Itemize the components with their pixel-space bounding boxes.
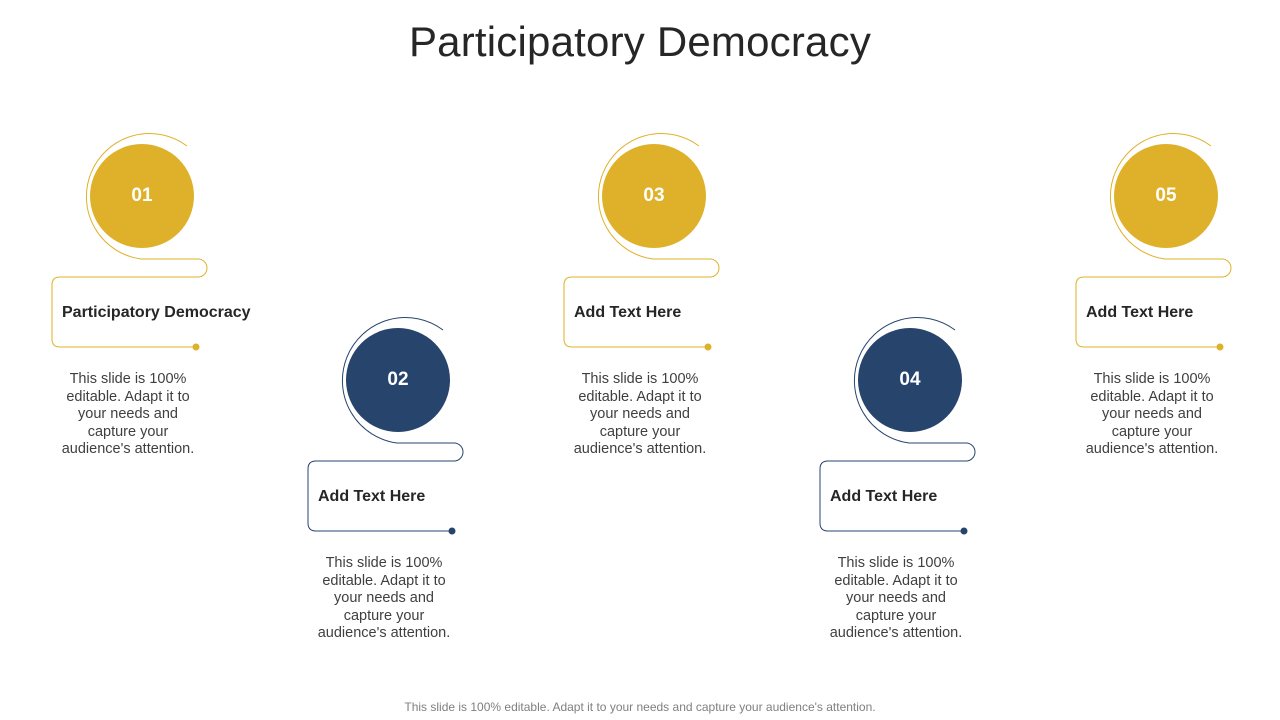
step-3-heading: Add Text Here bbox=[574, 304, 682, 321]
step-5-heading: Add Text Here bbox=[1086, 304, 1194, 321]
step-1-description: This slide is 100% editable. Adapt it to… bbox=[61, 371, 195, 457]
step-2-heading: Add Text Here bbox=[318, 488, 426, 505]
page-title: Participatory Democracy bbox=[408, 18, 872, 65]
step-2-connector bbox=[307, 317, 464, 535]
step-3-description: This slide is 100% editable. Adapt it to… bbox=[573, 371, 707, 457]
step-4-description: This slide is 100% editable. Adapt it to… bbox=[829, 555, 963, 641]
step-5-number-circle: 05 bbox=[1114, 144, 1218, 248]
step-4-connector bbox=[819, 317, 976, 535]
step-4-number-circle: 04 bbox=[858, 328, 962, 432]
footer-note: This slide is 100% editable. Adapt it to… bbox=[404, 700, 876, 714]
step-5-connector bbox=[1075, 133, 1232, 351]
step-1-number-circle: 01 bbox=[90, 144, 194, 248]
step-5-description: This slide is 100% editable. Adapt it to… bbox=[1085, 371, 1219, 457]
step-2-number-circle: 02 bbox=[346, 328, 450, 432]
step-2-description: This slide is 100% editable. Adapt it to… bbox=[317, 555, 451, 641]
step-3-connector bbox=[563, 133, 720, 351]
step-1-connector bbox=[51, 133, 208, 351]
step-4-heading: Add Text Here bbox=[830, 488, 938, 505]
step-3-number-circle: 03 bbox=[602, 144, 706, 248]
step-1-heading: Participatory Democracy bbox=[62, 304, 251, 321]
